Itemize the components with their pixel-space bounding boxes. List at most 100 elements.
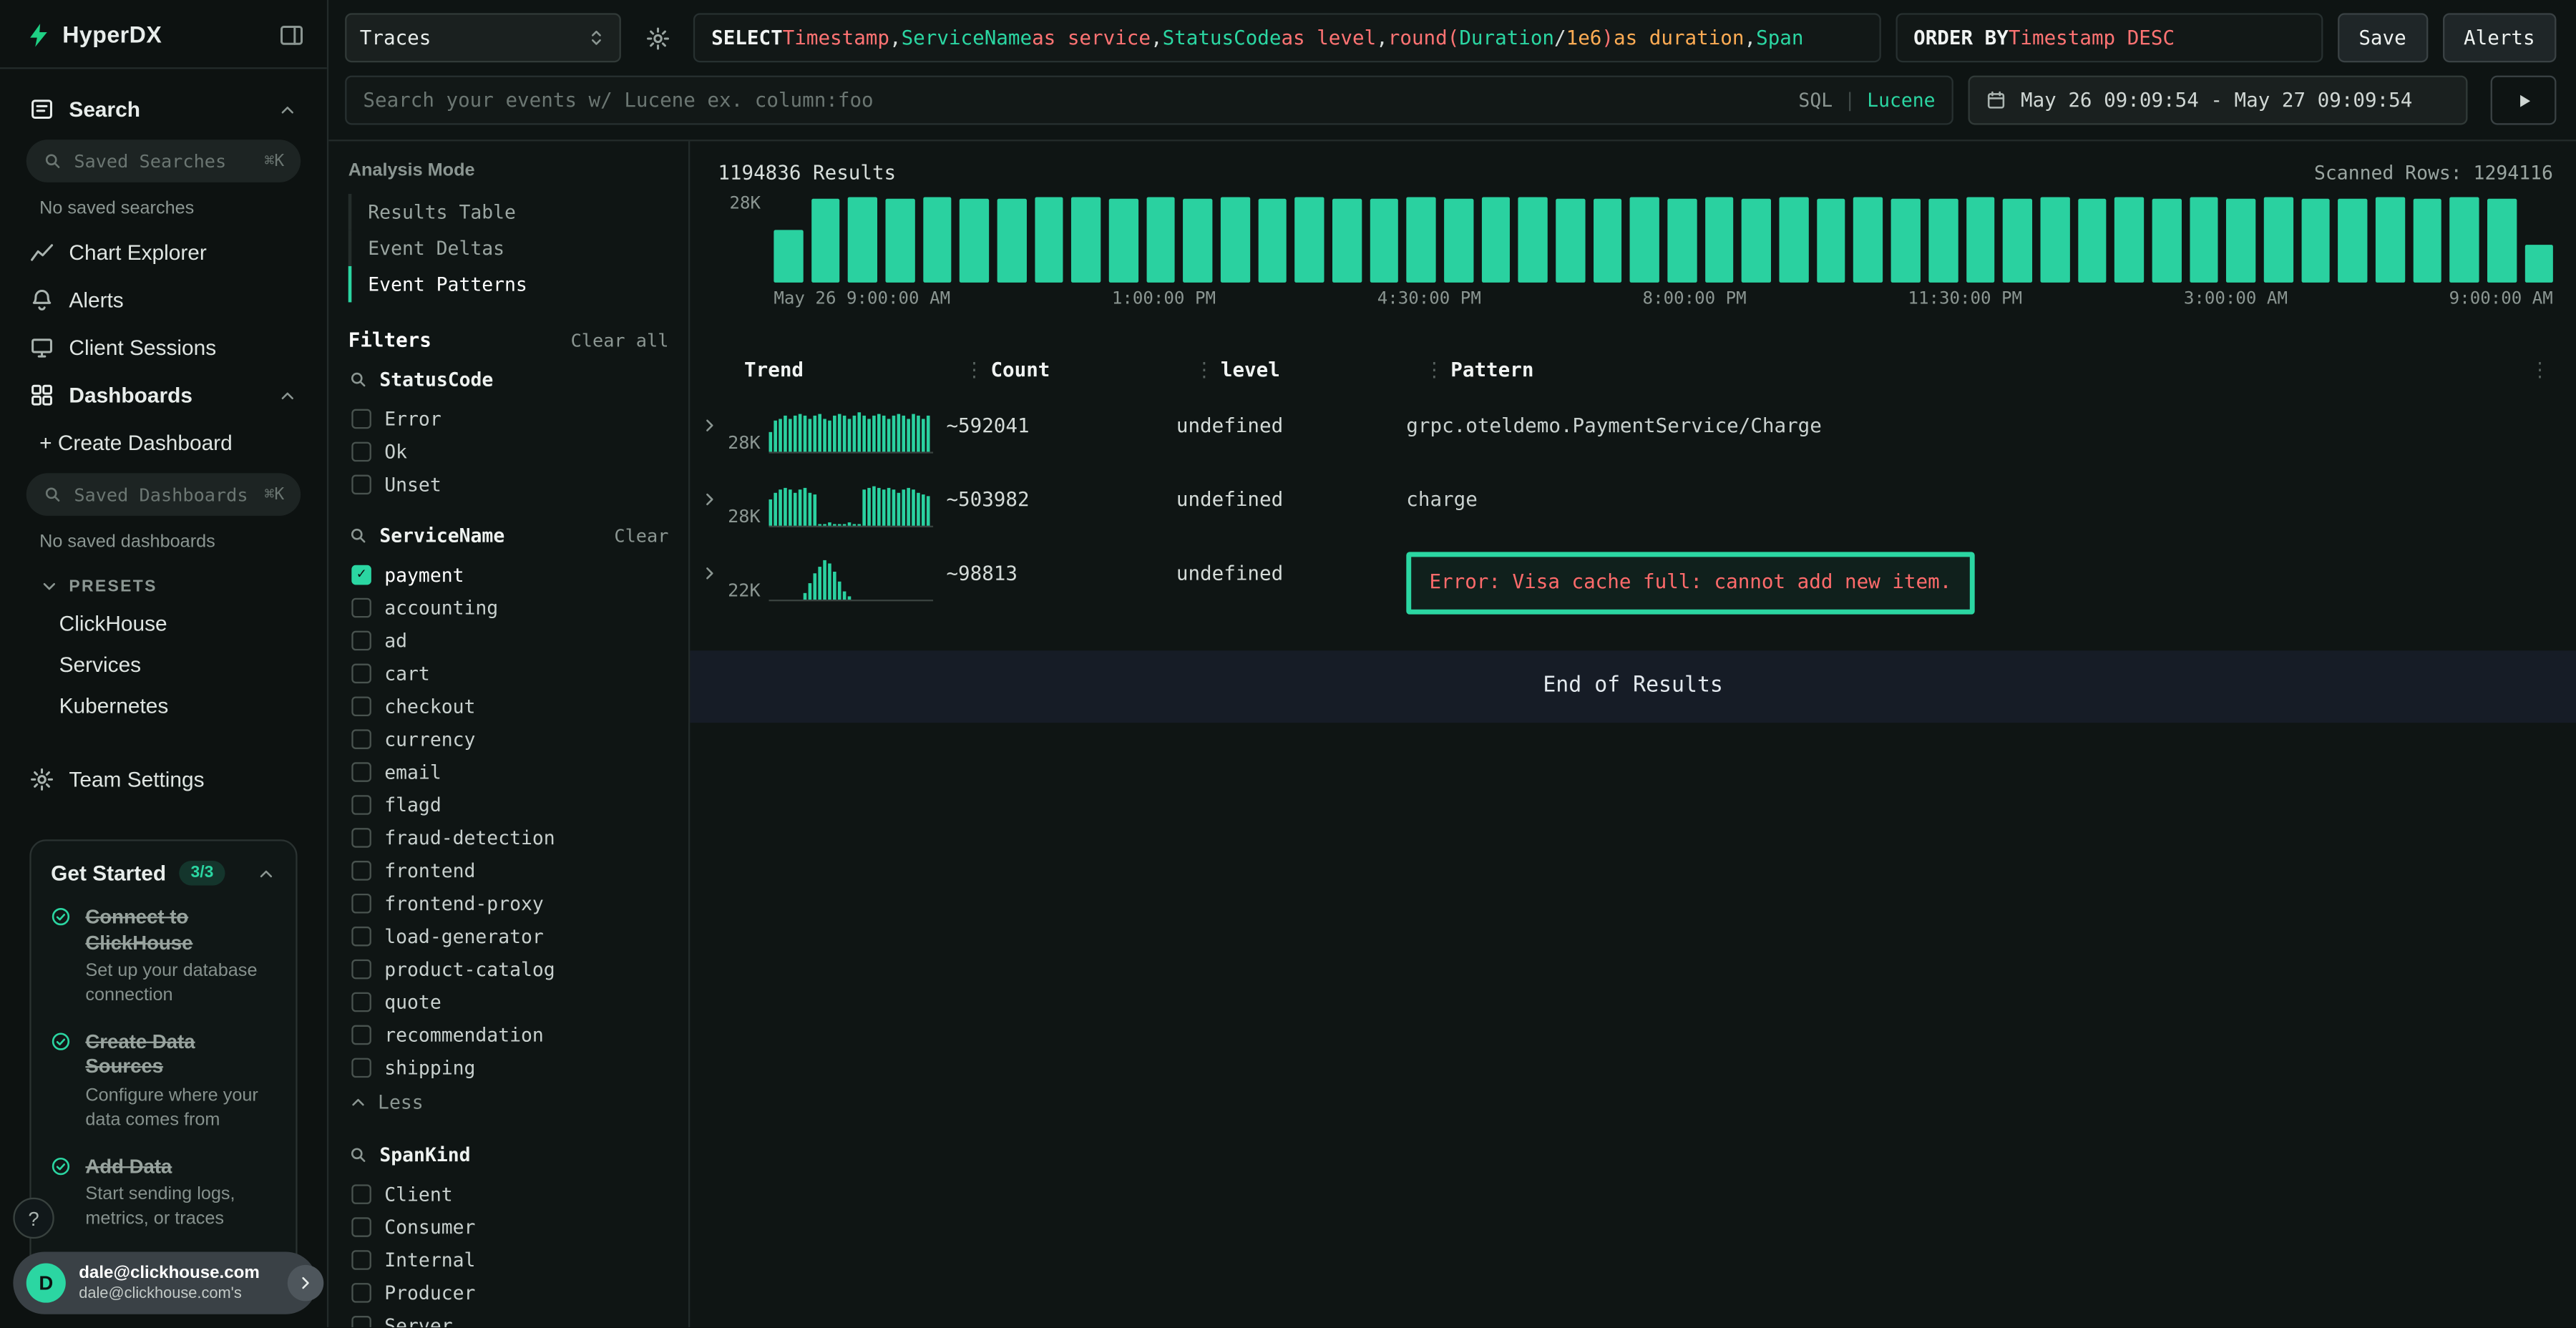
histogram-bar[interactable]: [2449, 197, 2479, 283]
clear-facet-button[interactable]: Clear: [614, 524, 669, 547]
expand-row-icon[interactable]: [700, 416, 728, 436]
facet-option[interactable]: frontend: [348, 854, 669, 887]
run-query-button[interactable]: [2490, 75, 2557, 125]
checkbox[interactable]: [351, 597, 371, 618]
expand-row-icon[interactable]: [700, 564, 728, 584]
histogram-bar[interactable]: [1667, 199, 1697, 283]
order-by-input[interactable]: ORDER BY Timestamp DESC: [1895, 13, 2323, 63]
facet-option[interactable]: Unset: [348, 468, 669, 501]
preset-item[interactable]: ClickHouse: [59, 611, 167, 636]
checkbox[interactable]: [351, 409, 371, 429]
checkbox[interactable]: [351, 828, 371, 848]
histogram-bar[interactable]: [2524, 244, 2554, 283]
facet-option[interactable]: checkout: [348, 690, 669, 723]
save-button[interactable]: Save: [2337, 13, 2428, 63]
histogram-bar[interactable]: [1146, 197, 1176, 283]
create-dashboard-button[interactable]: + Create Dashboard: [16, 419, 311, 467]
analysis-mode-item[interactable]: Event Patterns: [348, 265, 669, 303]
facet-option[interactable]: product-catalog: [348, 953, 669, 986]
histogram-bar[interactable]: [774, 230, 803, 283]
checkbox[interactable]: [351, 1025, 371, 1045]
facet-option[interactable]: recommendation: [348, 1018, 669, 1051]
search-icon[interactable]: [348, 526, 369, 546]
get-started-step[interactable]: Connect to ClickHouse Set up your databa…: [51, 905, 276, 1008]
date-range-picker[interactable]: May 26 09:09:54 - May 27 09:09:54: [1968, 75, 2468, 125]
source-settings-button[interactable]: [636, 13, 679, 62]
sidebar-item-dashboards[interactable]: Dashboards: [16, 371, 311, 419]
sql-mode-toggle[interactable]: SQL: [1798, 88, 1833, 112]
histogram-bar[interactable]: [1481, 197, 1511, 283]
checkbox[interactable]: [351, 1316, 371, 1328]
histogram-bar[interactable]: [1108, 198, 1138, 283]
table-options-handle[interactable]: ⋮: [2529, 358, 2550, 381]
facet-option[interactable]: load-generator: [348, 920, 669, 953]
search-input[interactable]: [363, 88, 1786, 112]
histogram-bar[interactable]: [1816, 198, 1846, 283]
histogram-bar[interactable]: [1593, 197, 1623, 283]
checkbox[interactable]: [351, 959, 371, 980]
histogram-bar[interactable]: [2077, 197, 2107, 283]
analysis-mode-item[interactable]: Results Table: [348, 193, 669, 230]
facet-option[interactable]: Ok: [348, 435, 669, 468]
chevron-up-icon[interactable]: [278, 99, 298, 119]
histogram-bar[interactable]: [1295, 197, 1324, 283]
checkbox[interactable]: [351, 565, 371, 585]
checkbox[interactable]: [351, 1184, 371, 1204]
checkbox[interactable]: [351, 926, 371, 947]
analysis-mode-item[interactable]: Event Deltas: [348, 230, 669, 266]
facet-option[interactable]: Producer: [348, 1276, 669, 1309]
histogram-bar[interactable]: [848, 197, 878, 283]
sidebar-item-team-settings[interactable]: Team Settings: [16, 756, 311, 804]
nav-search-section[interactable]: Search: [16, 85, 311, 133]
alerts-button[interactable]: Alerts: [2442, 13, 2557, 63]
histogram-bar[interactable]: [1928, 198, 1958, 283]
facet-option[interactable]: fraud-detection: [348, 821, 669, 854]
chevron-up-icon[interactable]: [278, 385, 298, 405]
histogram-bar[interactable]: [1407, 197, 1436, 283]
facet-option[interactable]: ad: [348, 624, 669, 657]
help-button[interactable]: ?: [13, 1197, 54, 1239]
histogram-bar[interactable]: [1556, 198, 1586, 283]
checkbox[interactable]: [351, 762, 371, 782]
facet-option[interactable]: cart: [348, 657, 669, 690]
facet-option[interactable]: quote: [348, 986, 669, 1019]
checkbox[interactable]: [351, 1250, 371, 1270]
checkbox[interactable]: [351, 696, 371, 717]
histogram-bar[interactable]: [1071, 197, 1101, 283]
checkbox[interactable]: [351, 1283, 371, 1303]
histogram-bar[interactable]: [811, 198, 841, 283]
column-resize-handle[interactable]: ⋮: [1194, 358, 1214, 381]
get-started-step[interactable]: Create Data Sources Configure where your…: [51, 1030, 276, 1133]
user-menu[interactable]: D dale@clickhouse.com dale@clickhouse.co…: [13, 1251, 324, 1314]
histogram-bar[interactable]: [2412, 198, 2442, 283]
histogram-bar[interactable]: [2263, 197, 2293, 283]
histogram-bar[interactable]: [1742, 198, 1772, 283]
show-less-button[interactable]: Less: [348, 1084, 669, 1120]
checkbox[interactable]: [351, 474, 371, 495]
facet-option[interactable]: shipping: [348, 1051, 669, 1084]
histogram-bar[interactable]: [1221, 197, 1250, 283]
sql-select-input[interactable]: SELECT Timestamp, ServiceName as service…: [693, 13, 1881, 63]
histogram-bar[interactable]: [2375, 197, 2405, 283]
facet-option[interactable]: currency: [348, 723, 669, 756]
histogram-bar[interactable]: [2226, 198, 2256, 283]
histogram-bar[interactable]: [1518, 197, 1548, 283]
column-resize-handle[interactable]: ⋮: [964, 358, 985, 381]
table-row[interactable]: 28K ~503982 undefined charge: [690, 472, 2576, 545]
column-resize-handle[interactable]: ⋮: [1424, 358, 1445, 381]
checkbox[interactable]: [351, 861, 371, 881]
facet-option[interactable]: payment: [348, 559, 669, 592]
facet-option[interactable]: accounting: [348, 592, 669, 625]
facet-option[interactable]: Server: [348, 1309, 669, 1328]
histogram-bar[interactable]: [1966, 197, 1995, 283]
facet-option[interactable]: flagd: [348, 788, 669, 821]
table-row[interactable]: 28K ~592041 undefined grpc.oteldemo.Paym…: [690, 398, 2576, 472]
checkbox[interactable]: [351, 893, 371, 914]
histogram-bar[interactable]: [1183, 198, 1213, 283]
histogram-bar[interactable]: [1890, 197, 1921, 283]
checkbox[interactable]: [351, 992, 371, 1012]
histogram-bar[interactable]: [960, 197, 990, 283]
histogram-bar[interactable]: [1853, 197, 1883, 283]
facet-option[interactable]: frontend-proxy: [348, 887, 669, 920]
checkbox[interactable]: [351, 1217, 371, 1237]
